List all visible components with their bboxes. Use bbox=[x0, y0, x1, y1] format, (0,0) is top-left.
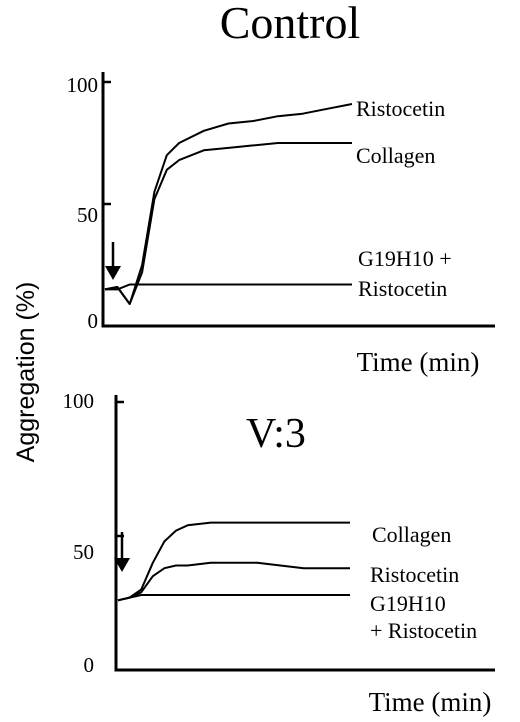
chart-title: Control bbox=[220, 0, 361, 48]
series-line-ristocetin bbox=[117, 561, 350, 602]
series-label-collagen: Collagen bbox=[356, 143, 435, 168]
series-label-collagen: Collagen bbox=[372, 522, 451, 547]
panel-control: Control 0 50 100 Time (min) Ristocetin Collage… bbox=[67, 0, 495, 377]
y-tick-label-0: 0 bbox=[84, 653, 95, 677]
y-axis-label: Aggregation (%) bbox=[12, 282, 40, 463]
x-axis-label: Time (min) bbox=[357, 347, 480, 377]
series-line-g19h10-ristocetin bbox=[105, 283, 352, 291]
series-line-collagen bbox=[104, 142, 352, 305]
series-line-g19h10-ristocetin bbox=[117, 594, 350, 602]
y-tick-label-100: 100 bbox=[67, 73, 99, 97]
stimulus-arrow-head bbox=[114, 558, 130, 572]
x-axis-label: Time (min) bbox=[369, 687, 492, 717]
series-label-ristocetin: Ristocetin bbox=[358, 276, 447, 301]
series-label-ristocetin: + Ristocetin bbox=[370, 618, 477, 643]
series-label-g19h10: G19H10 bbox=[370, 591, 446, 616]
series-label-ristocetin: Ristocetin bbox=[356, 96, 445, 121]
y-tick-label-0: 0 bbox=[88, 309, 99, 333]
y-tick-label-50: 50 bbox=[73, 540, 94, 564]
series-line-collagen bbox=[117, 521, 350, 602]
series-label-g19h10: G19H10 + bbox=[358, 246, 452, 271]
y-tick-label-100: 100 bbox=[63, 389, 95, 413]
stimulus-arrow-head bbox=[105, 266, 121, 280]
panel-v3: V:3 0 50 100 Time (min) Collagen Ristocetin G19… bbox=[63, 389, 495, 717]
y-tick-label-50: 50 bbox=[77, 203, 98, 227]
chart-title: V:3 bbox=[246, 411, 306, 457]
series-label-ristocetin: Ristocetin bbox=[370, 562, 459, 587]
